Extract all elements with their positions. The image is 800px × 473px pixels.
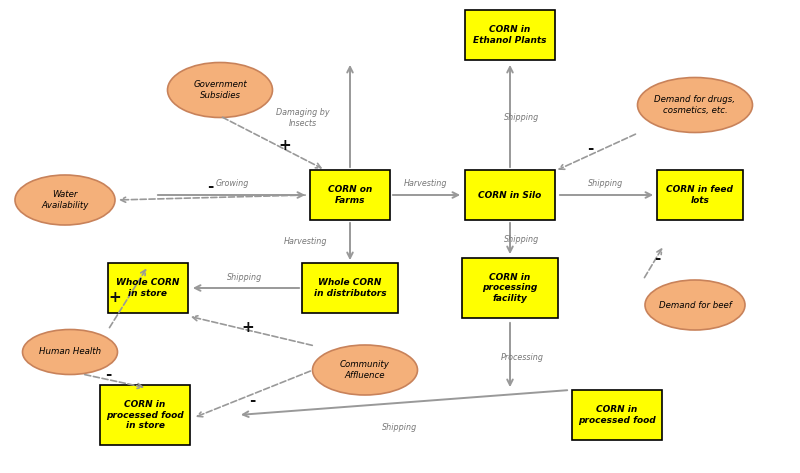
FancyBboxPatch shape xyxy=(465,10,555,60)
Text: Community
Affluence: Community Affluence xyxy=(340,360,390,380)
Text: Government
Subsidies: Government Subsidies xyxy=(193,80,247,100)
FancyBboxPatch shape xyxy=(462,258,558,318)
Ellipse shape xyxy=(645,280,745,330)
Text: CORN in
processed food
in store: CORN in processed food in store xyxy=(106,400,184,430)
Text: Shipping: Shipping xyxy=(382,422,418,431)
Text: Growing: Growing xyxy=(215,178,249,187)
FancyBboxPatch shape xyxy=(100,385,190,445)
Text: CORN in
processed food: CORN in processed food xyxy=(578,405,656,425)
Ellipse shape xyxy=(15,175,115,225)
Text: -: - xyxy=(207,178,213,193)
Text: Shipping: Shipping xyxy=(504,236,540,245)
Text: CORN in feed
lots: CORN in feed lots xyxy=(666,185,734,205)
FancyBboxPatch shape xyxy=(572,390,662,440)
Ellipse shape xyxy=(167,62,273,117)
Text: Harvesting: Harvesting xyxy=(284,237,328,246)
Text: Shipping: Shipping xyxy=(588,178,624,187)
FancyBboxPatch shape xyxy=(465,170,555,220)
Text: Demand for beef: Demand for beef xyxy=(658,300,731,309)
Text: -: - xyxy=(105,367,111,382)
Text: Human Health: Human Health xyxy=(39,348,101,357)
Text: Processing: Processing xyxy=(501,353,543,362)
Text: -: - xyxy=(587,140,593,156)
Ellipse shape xyxy=(638,78,753,132)
Text: CORN in
processing
facility: CORN in processing facility xyxy=(482,273,538,303)
Text: Harvesting: Harvesting xyxy=(404,178,448,187)
Text: -: - xyxy=(654,252,660,266)
Text: CORN in Silo: CORN in Silo xyxy=(478,191,542,200)
Text: CORN in
Ethanol Plants: CORN in Ethanol Plants xyxy=(474,25,546,45)
Text: +: + xyxy=(242,321,254,335)
Text: Water
Availability: Water Availability xyxy=(42,190,89,210)
Text: Whole CORN
in store: Whole CORN in store xyxy=(116,278,180,298)
Text: +: + xyxy=(278,138,291,152)
Text: Damaging by
Insects: Damaging by Insects xyxy=(276,108,330,128)
Text: Demand for drugs,
cosmetics, etc.: Demand for drugs, cosmetics, etc. xyxy=(654,95,735,114)
FancyBboxPatch shape xyxy=(658,170,742,220)
FancyBboxPatch shape xyxy=(310,170,390,220)
Ellipse shape xyxy=(22,330,118,375)
Text: CORN on
Farms: CORN on Farms xyxy=(328,185,372,205)
Text: -: - xyxy=(249,393,255,408)
FancyBboxPatch shape xyxy=(108,263,188,313)
Text: Shipping: Shipping xyxy=(504,113,540,122)
Text: +: + xyxy=(109,290,122,306)
Ellipse shape xyxy=(313,345,418,395)
Text: Whole CORN
in distributors: Whole CORN in distributors xyxy=(314,278,386,298)
FancyBboxPatch shape xyxy=(302,263,398,313)
Text: Shipping: Shipping xyxy=(227,272,262,281)
